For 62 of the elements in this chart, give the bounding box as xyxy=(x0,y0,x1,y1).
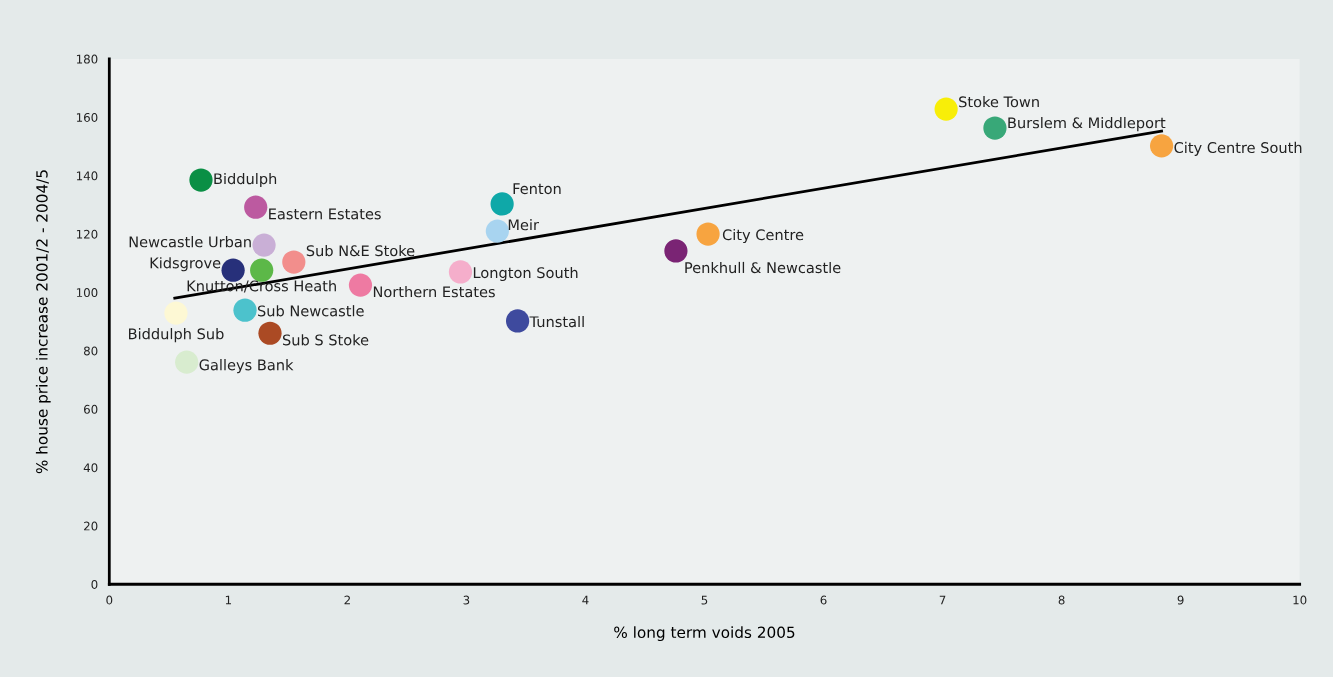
series-label: Sub N&E Stoke xyxy=(306,244,415,257)
point xyxy=(934,97,958,121)
series-label: Sub Newcastle xyxy=(257,305,364,317)
point xyxy=(664,239,688,263)
series-label: Fenton xyxy=(513,183,561,195)
series-label: City Centre South xyxy=(1174,141,1302,156)
series-label: Penkhull & Newcastle xyxy=(685,261,841,274)
series-label: Burslem & Middleport xyxy=(1008,117,1166,132)
point xyxy=(1149,134,1174,158)
x-tick-label: 3 xyxy=(463,595,470,605)
point xyxy=(175,350,199,374)
series-label: Tunstall xyxy=(529,315,584,328)
y-tick-label: 100 xyxy=(76,288,98,298)
y-tick-label: 160 xyxy=(76,112,98,122)
y-tick-label: 80 xyxy=(83,346,98,356)
series-label: Eastern Estates xyxy=(269,208,381,220)
point xyxy=(696,222,720,246)
x-tick-label: 8 xyxy=(1058,595,1065,605)
point xyxy=(252,233,276,257)
x-tick-label: 0 xyxy=(106,595,113,605)
y-tick-label: 120 xyxy=(76,229,98,239)
series-label: Biddulph Sub xyxy=(129,328,224,343)
y-tick-label: 20 xyxy=(84,521,98,531)
x-tick-label: 2 xyxy=(344,595,350,605)
point xyxy=(258,321,282,345)
series-label: City Centre xyxy=(722,228,804,244)
point xyxy=(233,298,257,322)
x-axis-title: % long term voids 2005 xyxy=(614,626,795,642)
series-label: Meir xyxy=(508,219,539,231)
point xyxy=(485,219,509,243)
series-label: Longton South xyxy=(473,266,578,282)
point xyxy=(250,258,274,282)
point xyxy=(490,192,514,216)
y-tick-label: 180 xyxy=(76,54,98,64)
series-label: Galleys Bank xyxy=(199,359,294,374)
y-tick-label: 0 xyxy=(91,579,98,589)
y-tick-label: 140 xyxy=(76,171,98,181)
x-tick-label: 10 xyxy=(1293,595,1307,605)
point xyxy=(164,301,188,325)
point xyxy=(282,250,306,274)
series-label: Northern Estates xyxy=(373,286,495,298)
x-tick-label: 6 xyxy=(820,595,827,605)
point xyxy=(448,260,473,284)
x-tick-label: 7 xyxy=(939,595,946,605)
y-tick-label: 60 xyxy=(84,404,98,414)
series-label: Newcastle Urban xyxy=(129,236,251,248)
point xyxy=(221,258,245,282)
x-tick-label: 4 xyxy=(582,595,589,605)
point xyxy=(244,195,268,219)
series-label: Biddulph xyxy=(214,172,277,188)
series-label: Kidsgrove xyxy=(150,257,221,272)
x-tick-label: 5 xyxy=(701,595,708,605)
y-tick-label: 40 xyxy=(83,463,98,473)
series-label: Stoke Town xyxy=(959,96,1039,108)
series-label: Sub S Stoke xyxy=(282,334,369,346)
point xyxy=(189,168,213,192)
point xyxy=(983,116,1007,140)
y-axis-title: % house price increase 2001/2 - 2004/5 xyxy=(35,170,51,474)
x-tick-label: 1 xyxy=(225,595,232,605)
point xyxy=(505,309,530,333)
x-tick-label: 9 xyxy=(1177,595,1184,605)
point xyxy=(348,273,373,297)
